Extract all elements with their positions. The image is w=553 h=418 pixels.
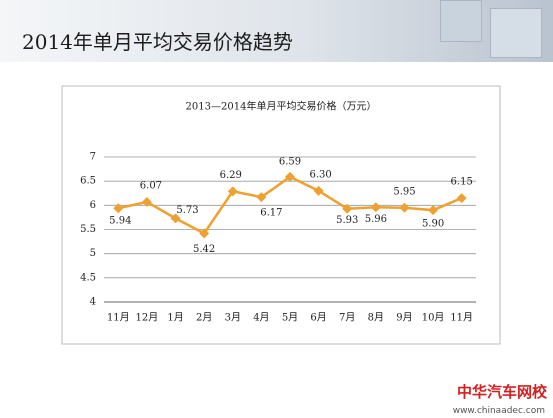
watermark-url: www.chinaadec.com bbox=[452, 406, 545, 416]
data-label: 5.73 bbox=[176, 205, 198, 216]
data-label: 6.29 bbox=[220, 170, 242, 181]
y-tick-label: 5.5 bbox=[80, 224, 96, 235]
x-tick-label: 2月 bbox=[196, 312, 212, 324]
marker bbox=[227, 186, 238, 197]
x-tick-label: 5月 bbox=[282, 312, 298, 324]
data-label: 5.96 bbox=[365, 214, 387, 225]
marker bbox=[456, 193, 467, 204]
x-tick-label: 7月 bbox=[339, 312, 355, 324]
marker bbox=[399, 202, 410, 213]
data-label: 5.95 bbox=[393, 186, 415, 197]
marker bbox=[141, 196, 152, 207]
x-tick-label: 11月 bbox=[450, 312, 473, 324]
watermark-brand: 中华汽车网校 bbox=[456, 383, 547, 401]
data-label: 6.17 bbox=[260, 208, 282, 219]
x-tick-label: 4月 bbox=[253, 312, 269, 324]
y-tick-label: 4.5 bbox=[80, 272, 96, 283]
data-label: 6.59 bbox=[279, 156, 301, 167]
y-tick-label: 4 bbox=[90, 297, 96, 308]
x-tick-label: 8月 bbox=[368, 312, 384, 324]
header-title: 2014年单月平均交易价格趋势 bbox=[22, 30, 293, 54]
x-tick-label: 10月 bbox=[422, 312, 445, 324]
data-label: 6.07 bbox=[140, 180, 162, 191]
chart-title: 2013—2014年单月平均交易价格（万元） bbox=[186, 100, 377, 113]
data-label: 6.30 bbox=[309, 169, 331, 180]
marker bbox=[199, 228, 210, 239]
marker bbox=[170, 213, 181, 224]
x-tick-label: 11月 bbox=[107, 312, 130, 324]
marker bbox=[342, 203, 353, 214]
header-band: 2014年单月平均交易价格趋势 bbox=[0, 0, 553, 62]
y-tick-label: 5 bbox=[90, 248, 96, 259]
data-label: 5.93 bbox=[336, 215, 358, 226]
marker bbox=[428, 205, 439, 216]
x-tick-label: 9月 bbox=[396, 312, 412, 324]
x-tick-label: 12月 bbox=[136, 312, 159, 324]
x-tick-label: 1月 bbox=[167, 312, 183, 324]
data-label: 6.15 bbox=[451, 177, 473, 188]
decor-cube bbox=[440, 0, 482, 42]
data-label: 5.94 bbox=[109, 216, 131, 227]
decor-cube bbox=[490, 8, 542, 58]
marker bbox=[313, 185, 324, 196]
chart-frame bbox=[61, 85, 501, 345]
x-tick-label: 3月 bbox=[225, 312, 241, 324]
marker bbox=[285, 171, 295, 182]
x-tick-label: 6月 bbox=[310, 312, 326, 324]
marker bbox=[256, 192, 267, 203]
marker bbox=[113, 203, 124, 214]
y-tick-label: 6.5 bbox=[80, 176, 96, 187]
y-tick-label: 7 bbox=[90, 152, 96, 163]
marker bbox=[370, 202, 381, 213]
data-label: 5.90 bbox=[422, 219, 444, 230]
data-label: 5.42 bbox=[193, 244, 215, 255]
y-tick-label: 6 bbox=[90, 200, 96, 211]
